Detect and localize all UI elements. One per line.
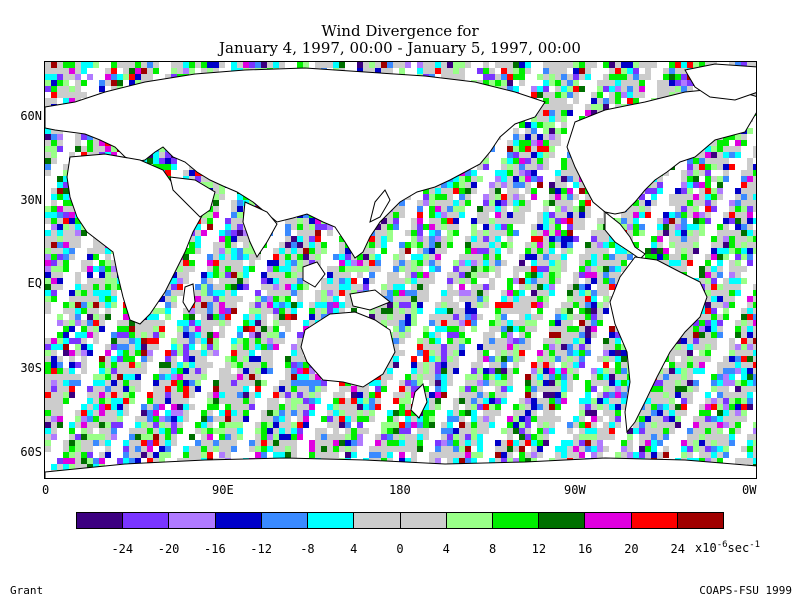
lon-label-90w: 90W: [564, 483, 586, 497]
colorbar-tick-label: -24: [111, 542, 134, 556]
new-guinea: [349, 289, 391, 311]
colorbar-swatch: [308, 513, 355, 528]
colorbar-tick-label: -20: [157, 542, 180, 556]
colorbar-tick-label: 20: [624, 542, 639, 556]
map-title: Wind Divergence for: [321, 22, 479, 40]
colorbar-swatch: [631, 513, 678, 528]
colorbar-tick-label: 8: [488, 542, 497, 556]
footer-credit: COAPS-FSU 1999: [699, 584, 792, 597]
footer-author: Grant: [10, 584, 44, 597]
colorbar-tick-label: 12: [531, 542, 547, 556]
colorbar-tick-label: 4: [442, 542, 450, 556]
colorbar: [76, 512, 724, 529]
lon-label-180: 180: [389, 483, 411, 497]
colorbar-swatch: [492, 513, 540, 528]
colorbar-tick-label: 0: [396, 542, 404, 556]
colorbar-tick-label: -8: [300, 542, 315, 556]
colorbar-swatch: [400, 513, 447, 528]
borneo: [302, 261, 326, 288]
colorbar-swatch: [354, 513, 401, 528]
colorbar-swatch: [446, 513, 493, 528]
lat-label-60s: 60S: [20, 445, 42, 459]
south-america: [609, 256, 708, 434]
colorbar-tick-label: -16: [204, 542, 226, 556]
lon-label-0: 0: [42, 483, 50, 497]
madagascar: [182, 283, 196, 313]
india: [242, 201, 278, 259]
japan: [369, 189, 391, 223]
colorbar-tick-label: 24: [670, 542, 685, 556]
colorbar-swatch: [215, 513, 262, 528]
lat-label-60n: 60N: [20, 109, 42, 123]
colorbar-units: x10-6sec-1: [695, 540, 761, 555]
land-masses: [45, 63, 756, 478]
lat-label-30s: 30S: [20, 361, 42, 375]
australia: [300, 311, 396, 388]
new-zealand: [410, 383, 428, 419]
lon-label-0w: 0W: [742, 483, 757, 497]
lon-label-90e: 90E: [212, 483, 234, 497]
colorbar-tick-label: 16: [577, 542, 593, 556]
lat-label-eq: EQ: [27, 276, 42, 290]
central-america: [604, 210, 646, 260]
colorbar-swatch: [169, 513, 216, 528]
map-panel: [44, 61, 757, 479]
lat-label-30n: 30N: [20, 193, 42, 207]
colorbar-swatch: [123, 513, 170, 528]
arabia: [169, 176, 216, 218]
wind-divergence-map: [45, 62, 756, 478]
colorbar-swatch: [261, 513, 309, 528]
colorbar-swatch: [77, 513, 124, 528]
colorbar-swatch: [677, 513, 724, 528]
greenland: [684, 63, 756, 101]
colorbar-swatch: [539, 513, 586, 528]
colorbar-swatch: [585, 513, 632, 528]
colorbar-tick-label: -12: [250, 542, 272, 556]
antarctica: [45, 457, 756, 478]
colorbar-tick-label: 4: [350, 542, 358, 556]
map-subtitle-date-range: January 4, 1997, 00:00 - January 5, 1997…: [219, 39, 581, 57]
